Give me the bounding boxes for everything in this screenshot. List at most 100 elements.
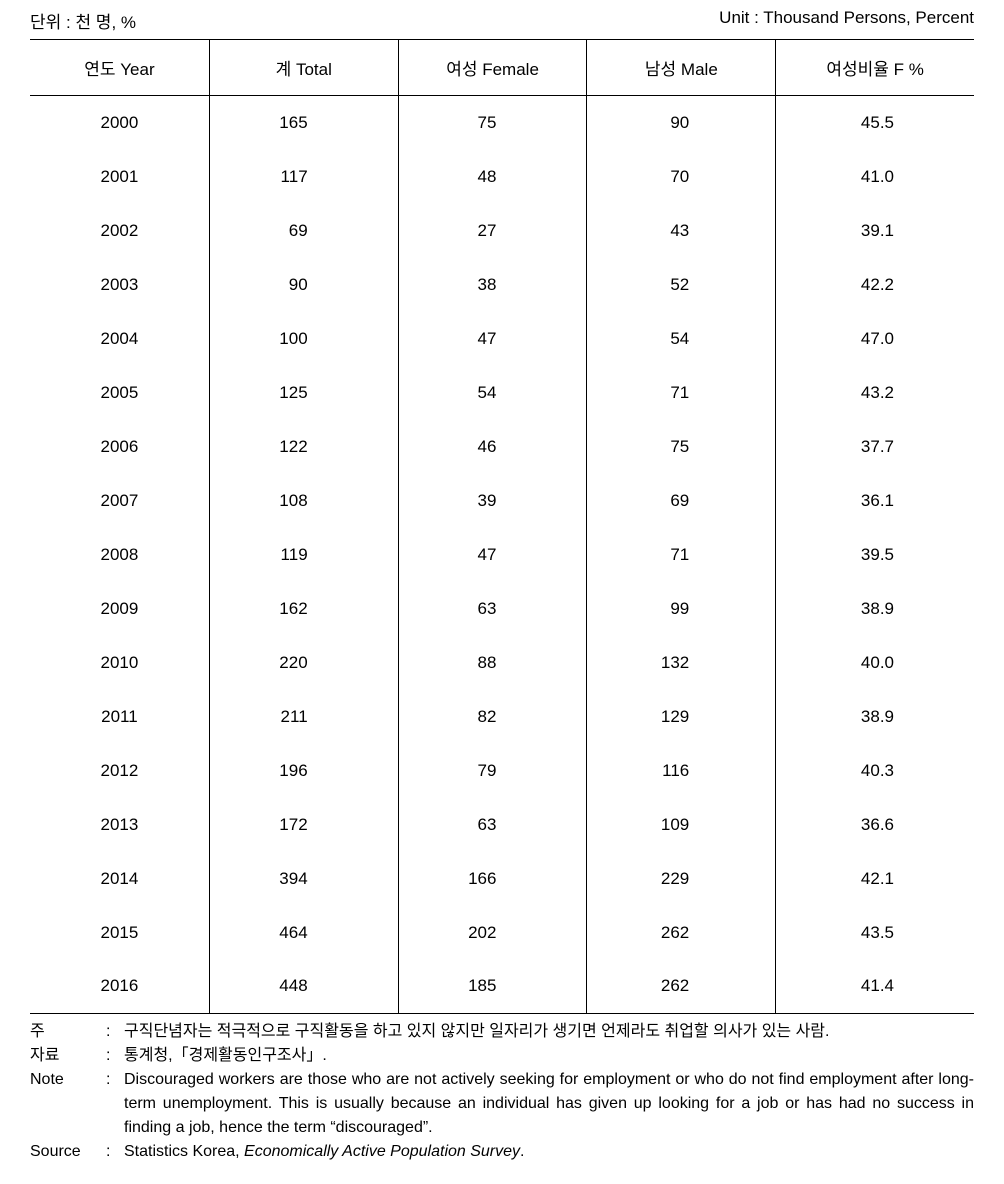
cell-total: 69 bbox=[209, 204, 398, 258]
cell-male: 262 bbox=[587, 960, 776, 1014]
cell-male: 71 bbox=[587, 528, 776, 582]
cell-year: 2011 bbox=[30, 690, 209, 744]
cell-male: 70 bbox=[587, 150, 776, 204]
source-en-suffix: . bbox=[520, 1143, 524, 1160]
cell-year: 2013 bbox=[30, 798, 209, 852]
cell-total: 448 bbox=[209, 960, 398, 1014]
cell-male: 109 bbox=[587, 798, 776, 852]
cell-fpct: 42.2 bbox=[776, 258, 974, 312]
cell-female: 27 bbox=[398, 204, 587, 258]
table-row: 2006122467537.7 bbox=[30, 420, 974, 474]
col-header-female: 여성 Female bbox=[398, 40, 587, 96]
footnote-colon: : bbox=[106, 1068, 124, 1140]
cell-male: 229 bbox=[587, 852, 776, 906]
unit-row: 단위 : 천 명, % Unit : Thousand Persons, Per… bbox=[30, 8, 974, 33]
cell-male: 129 bbox=[587, 690, 776, 744]
cell-total: 117 bbox=[209, 150, 398, 204]
cell-year: 2007 bbox=[30, 474, 209, 528]
cell-female: 47 bbox=[398, 312, 587, 366]
cell-female: 166 bbox=[398, 852, 587, 906]
cell-male: 54 bbox=[587, 312, 776, 366]
cell-male: 75 bbox=[587, 420, 776, 474]
table-row: 201546420226243.5 bbox=[30, 906, 974, 960]
cell-female: 47 bbox=[398, 528, 587, 582]
table-row: 201439416622942.1 bbox=[30, 852, 974, 906]
cell-female: 82 bbox=[398, 690, 587, 744]
table-row: 20131726310936.6 bbox=[30, 798, 974, 852]
footnote-label: 자료 bbox=[30, 1044, 106, 1068]
footnote-text: 구직단념자는 적극적으로 구직활동을 하고 있지 않지만 일자리가 생기면 언제… bbox=[124, 1020, 974, 1044]
cell-fpct: 39.5 bbox=[776, 528, 974, 582]
cell-female: 88 bbox=[398, 636, 587, 690]
footnote-text: Statistics Korea, Economically Active Po… bbox=[124, 1140, 974, 1164]
cell-total: 100 bbox=[209, 312, 398, 366]
footnote-note-en: Note : Discouraged workers are those who… bbox=[30, 1068, 974, 1140]
table-row: 2004100475447.0 bbox=[30, 312, 974, 366]
unit-left: 단위 : 천 명, % bbox=[30, 8, 136, 33]
cell-total: 394 bbox=[209, 852, 398, 906]
col-header-male: 남성 Male bbox=[587, 40, 776, 96]
cell-female: 39 bbox=[398, 474, 587, 528]
footnote-source-en: Source : Statistics Korea, Economically … bbox=[30, 1140, 974, 1164]
cell-total: 211 bbox=[209, 690, 398, 744]
footnote-colon: : bbox=[106, 1044, 124, 1068]
cell-total: 165 bbox=[209, 96, 398, 150]
footnote-text: Discouraged workers are those who are no… bbox=[124, 1068, 974, 1140]
cell-male: 90 bbox=[587, 96, 776, 150]
cell-year: 2012 bbox=[30, 744, 209, 798]
cell-fpct: 40.0 bbox=[776, 636, 974, 690]
cell-fpct: 47.0 bbox=[776, 312, 974, 366]
cell-fpct: 36.6 bbox=[776, 798, 974, 852]
cell-total: 172 bbox=[209, 798, 398, 852]
cell-fpct: 37.7 bbox=[776, 420, 974, 474]
cell-fpct: 42.1 bbox=[776, 852, 974, 906]
footnote-label: Note bbox=[30, 1068, 106, 1140]
cell-fpct: 36.1 bbox=[776, 474, 974, 528]
col-header-total: 계 Total bbox=[209, 40, 398, 96]
footnote-colon: : bbox=[106, 1140, 124, 1164]
table-row: 20121967911640.3 bbox=[30, 744, 974, 798]
cell-total: 108 bbox=[209, 474, 398, 528]
cell-fpct: 45.5 bbox=[776, 96, 974, 150]
source-en-prefix: Statistics Korea, bbox=[124, 1143, 244, 1160]
cell-male: 43 bbox=[587, 204, 776, 258]
cell-fpct: 38.9 bbox=[776, 582, 974, 636]
cell-female: 63 bbox=[398, 798, 587, 852]
cell-fpct: 39.1 bbox=[776, 204, 974, 258]
footnote-text: 통계청,「경제활동인구조사」. bbox=[124, 1044, 974, 1068]
cell-total: 119 bbox=[209, 528, 398, 582]
footnote-note-kr: 주 : 구직단념자는 적극적으로 구직활동을 하고 있지 않지만 일자리가 생기… bbox=[30, 1020, 974, 1044]
cell-total: 125 bbox=[209, 366, 398, 420]
col-header-year: 연도 Year bbox=[30, 40, 209, 96]
cell-fpct: 43.2 bbox=[776, 366, 974, 420]
table-row: 200269274339.1 bbox=[30, 204, 974, 258]
table-row: 2005125547143.2 bbox=[30, 366, 974, 420]
cell-year: 2002 bbox=[30, 204, 209, 258]
cell-total: 220 bbox=[209, 636, 398, 690]
cell-fpct: 40.3 bbox=[776, 744, 974, 798]
footnote-label: Source bbox=[30, 1140, 106, 1164]
footnotes: 주 : 구직단념자는 적극적으로 구직활동을 하고 있지 않지만 일자리가 생기… bbox=[30, 1020, 974, 1164]
data-table: 연도 Year 계 Total 여성 Female 남성 Male 여성비율 F… bbox=[30, 39, 974, 1014]
col-header-fpct: 여성비율 F % bbox=[776, 40, 974, 96]
cell-female: 202 bbox=[398, 906, 587, 960]
table-row: 2007108396936.1 bbox=[30, 474, 974, 528]
cell-male: 132 bbox=[587, 636, 776, 690]
cell-year: 2004 bbox=[30, 312, 209, 366]
cell-female: 185 bbox=[398, 960, 587, 1014]
cell-year: 2005 bbox=[30, 366, 209, 420]
footnote-colon: : bbox=[106, 1020, 124, 1044]
cell-female: 79 bbox=[398, 744, 587, 798]
table-row: 200390385242.2 bbox=[30, 258, 974, 312]
cell-male: 99 bbox=[587, 582, 776, 636]
table-row: 2001117487041.0 bbox=[30, 150, 974, 204]
table-row: 20102208813240.0 bbox=[30, 636, 974, 690]
cell-total: 464 bbox=[209, 906, 398, 960]
cell-year: 2009 bbox=[30, 582, 209, 636]
footnote-label: 주 bbox=[30, 1020, 106, 1044]
cell-female: 63 bbox=[398, 582, 587, 636]
cell-fpct: 41.0 bbox=[776, 150, 974, 204]
cell-total: 122 bbox=[209, 420, 398, 474]
table-row: 201644818526241.4 bbox=[30, 960, 974, 1014]
cell-year: 2006 bbox=[30, 420, 209, 474]
